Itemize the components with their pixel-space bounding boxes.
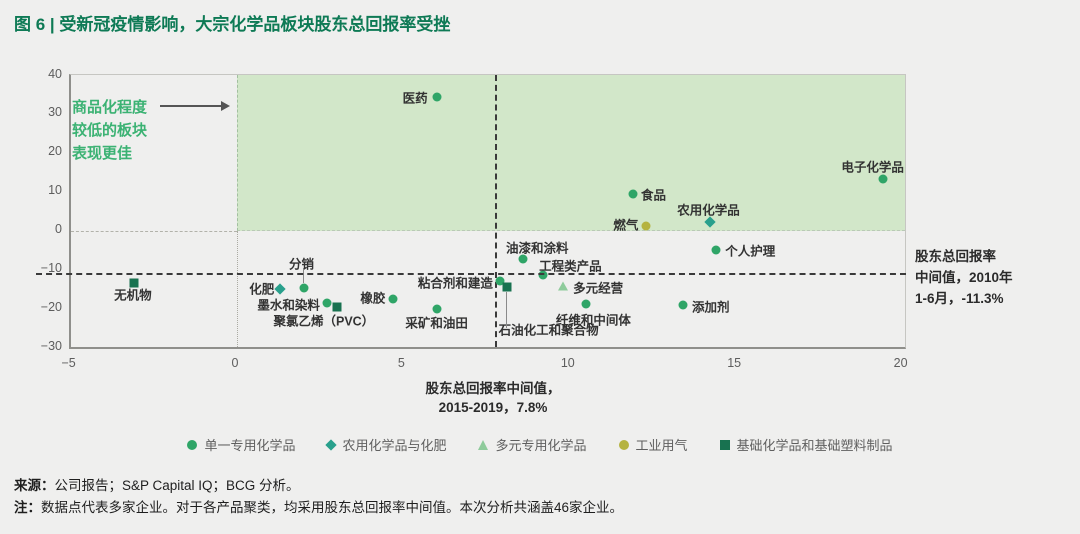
square-legend-marker-icon: [719, 439, 730, 450]
data-point-石油化工和聚合物: [502, 282, 512, 292]
y-tick-label: −20: [40, 299, 62, 314]
data-point-采矿和油田: [432, 304, 442, 314]
legend-item-单一专用化学品: 单一专用化学品: [187, 435, 295, 454]
chart-title: 图 6 | 受新冠疫情影响，大宗化学品板块股东总回报率受挫: [14, 15, 451, 34]
median-tsr-2015-2019-line: [495, 75, 497, 347]
x-tick-label: 0: [231, 356, 239, 370]
median-2010-annotation: 股东总回报率 中间值，2010年 1-6月，-11.3%: [915, 249, 1013, 306]
x-tick-label: 10: [560, 356, 575, 370]
circle-legend-marker-icon: [187, 439, 198, 450]
x-axis-title: 股东总回报率中间值， 2015-2019，7.8%: [425, 381, 561, 415]
data-point-聚氯乙烯（PVC）: [332, 302, 342, 312]
analysis-note: 注：数据点代表多家企业。对于各产品聚类，均采用股东总回报率中间值。本次分析共涵盖…: [14, 499, 624, 515]
right-arrow-head-icon: [221, 101, 230, 111]
data-point-label: 聚氯乙烯（PVC）: [273, 314, 375, 329]
label-leader-line: [303, 269, 305, 284]
data-point-多元经营: [558, 281, 569, 291]
y-tick-label: 30: [48, 105, 62, 120]
median-tsr-2010-line: [36, 273, 906, 275]
right-arrow-icon: [160, 105, 221, 107]
data-point-墨水和染料: [322, 298, 332, 308]
y-tick-label: −10: [40, 260, 62, 275]
y-tick-label: 40: [48, 66, 62, 81]
x-tick-label: −5: [61, 356, 76, 370]
commoditization-annotation: 商品化程度 较低的板块 表现更佳: [72, 99, 148, 162]
data-point-分销: [299, 283, 309, 293]
data-point-label: 采矿和油田: [405, 316, 468, 331]
data-point-label: 无机物: [114, 288, 152, 303]
data-point-label: 燃气: [613, 218, 639, 233]
legend-label: 基础化学品和基础塑料制品: [736, 438, 893, 453]
data-point-食品: [628, 189, 638, 199]
data-point-label: 个人护理: [725, 244, 776, 259]
legend-label: 单一专用化学品: [204, 438, 296, 453]
source-note: 来源：公司报告；S&P Capital IQ；BCG 分析。: [14, 478, 300, 493]
data-point-label: 分销: [289, 257, 315, 272]
data-point-label: 橡胶: [360, 291, 386, 306]
zero-line-horizontal: [71, 231, 237, 232]
label-leader-line: [506, 291, 508, 328]
data-point-label: 粘合剂和建造: [417, 276, 493, 291]
x-tick-label: 5: [397, 356, 405, 370]
chart-legend: 单一专用化学品 农用化学品与化肥 多元专用化学品 工业用气 基础化学品和基础塑料制品: [0, 435, 1080, 454]
data-point-化肥: [274, 283, 286, 295]
triangle-legend-marker-icon: [478, 439, 489, 450]
y-tick-label: −30: [40, 338, 62, 353]
data-point-label: 石油化工和聚合物: [498, 323, 599, 338]
legend-item-农用化学品与化肥: 农用化学品与化肥: [325, 435, 447, 454]
y-tick-label: 20: [48, 144, 62, 159]
y-tick-label: 0: [55, 222, 62, 236]
data-point-油漆和涂料: [518, 254, 528, 264]
data-point-橡胶: [388, 294, 398, 304]
data-point-燃气: [641, 221, 651, 231]
data-point-label: 电子化学品: [841, 160, 904, 175]
diamond-legend-marker-icon: [325, 438, 338, 451]
data-point-个人护理: [711, 245, 721, 255]
legend-label: 多元专用化学品: [495, 438, 587, 453]
data-point-label: 医药: [402, 91, 428, 106]
data-point-粘合剂和建造: [495, 276, 505, 286]
plot-area: 医药电子化学品食品个人护理 油漆和涂料工程类产品粘合剂和建造 分销墨水和染料 橡胶采矿…: [69, 74, 906, 349]
data-point-label: 墨水和染料: [257, 298, 320, 313]
data-point-纤维和中间体: [581, 299, 591, 309]
legend-item-基础化学品和基础塑料制品: 基础化学品和基础塑料制品: [719, 435, 893, 454]
data-point-label: 工程类产品: [539, 259, 602, 274]
data-point-label: 添加剂: [691, 300, 730, 315]
data-point-label: 化肥: [249, 282, 275, 297]
data-point-电子化学品: [878, 174, 888, 184]
data-point-label: 多元经营: [573, 281, 624, 296]
data-point-label: 油漆和涂料: [505, 241, 569, 256]
highlight-region-less-commoditized: [237, 75, 905, 231]
legend-label: 农用化学品与化肥: [342, 438, 447, 453]
legend-item-多元专用化学品: 多元专用化学品: [478, 435, 587, 454]
data-point-无机物: [129, 278, 139, 288]
data-point-添加剂: [678, 300, 688, 310]
y-tick-label: 10: [48, 183, 62, 198]
data-point-label: 农用化学品: [677, 203, 740, 218]
data-point-label: 纤维和中间体: [555, 313, 631, 328]
legend-item-工业用气: 工业用气: [618, 435, 688, 454]
footnotes: 来源：公司报告；S&P Capital IQ；BCG 分析。 注：数据点代表多家…: [14, 475, 623, 518]
legend-label: 工业用气: [635, 438, 688, 453]
data-point-医药: [432, 92, 442, 102]
data-point-label: 食品: [641, 188, 667, 203]
scatter-chart: 医药电子化学品食品个人护理 油漆和涂料工程类产品粘合剂和建造 分销墨水和染料 橡胶采矿…: [36, 66, 1013, 415]
x-tick-label: 15: [727, 356, 742, 370]
zero-line-vertical: [237, 231, 238, 347]
x-tick-label: 20: [893, 356, 908, 370]
circle-legend-marker-icon: [618, 439, 629, 450]
